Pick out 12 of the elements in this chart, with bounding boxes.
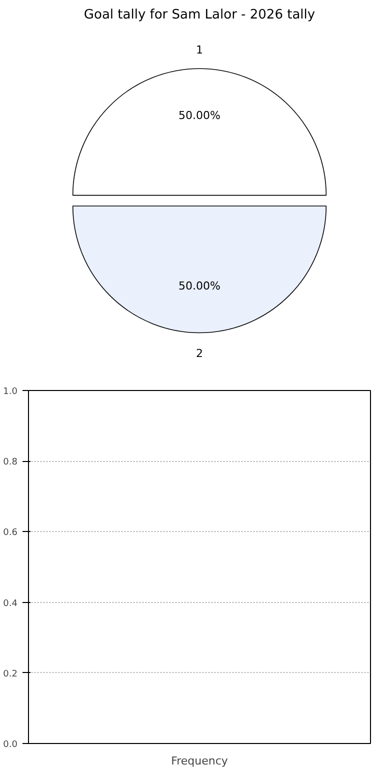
y-tick-label: 1.0 bbox=[3, 387, 18, 397]
y-tick-label: 0.4 bbox=[3, 598, 18, 609]
chart-title: Goal tally for Sam Lalor - 2026 tally bbox=[84, 8, 316, 22]
y-tick-label: 0.8 bbox=[3, 458, 18, 468]
y-tick-label: 0.0 bbox=[3, 740, 18, 750]
data-label: 50.00% bbox=[178, 108, 220, 122]
slice-label: 1 bbox=[196, 43, 203, 56]
y-tick-label: 0.2 bbox=[3, 669, 18, 680]
x-tick-label: Frequency bbox=[171, 754, 228, 768]
y-tick-label: 0.6 bbox=[3, 528, 18, 538]
slice-label: 2 bbox=[196, 347, 203, 360]
data-label: 50.00% bbox=[178, 279, 220, 292]
